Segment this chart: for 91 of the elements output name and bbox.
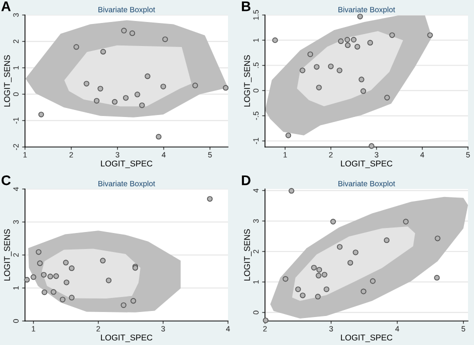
- point: [315, 294, 321, 300]
- point: [222, 85, 229, 91]
- point: [316, 84, 322, 90]
- point: [357, 14, 363, 20]
- x-axis-title: LOGIT_SPEC: [101, 334, 152, 342]
- y-axis-title: LOGIT_SENS: [244, 229, 252, 280]
- point: [354, 44, 360, 50]
- point: [330, 218, 336, 224]
- point: [328, 64, 334, 70]
- x-axis-title: LOGIT_SPEC: [101, 160, 152, 168]
- point: [367, 40, 373, 46]
- point: [370, 278, 376, 284]
- text: A: [1, 2, 11, 12]
- point: [344, 42, 351, 48]
- y-axis-title: LOGIT_SENS: [244, 55, 252, 106]
- point: [336, 68, 342, 74]
- x-axis-title: LOGIT_SPEC: [341, 160, 392, 168]
- point: [60, 296, 66, 302]
- point: [300, 68, 306, 74]
- point: [112, 99, 118, 105]
- point: [336, 244, 343, 250]
- point: [384, 94, 390, 100]
- point: [311, 264, 317, 270]
- point: [434, 236, 440, 242]
- point: [121, 28, 127, 34]
- point: [42, 289, 48, 296]
- y-axis-title: LOGIT_SENS: [4, 229, 12, 280]
- point: [156, 134, 162, 140]
- point: [47, 274, 54, 280]
- point: [316, 272, 322, 278]
- point: [360, 88, 366, 94]
- point: [300, 292, 306, 298]
- point: [350, 36, 357, 43]
- point: [120, 302, 126, 308]
- point: [389, 32, 395, 38]
- point: [314, 64, 320, 70]
- point: [160, 84, 166, 90]
- point: [64, 280, 70, 286]
- point: [427, 32, 433, 38]
- point: [130, 298, 136, 304]
- point: [338, 38, 344, 44]
- point: [347, 260, 354, 266]
- point: [324, 286, 330, 292]
- text: B: [242, 2, 250, 12]
- point: [434, 274, 440, 281]
- point: [307, 51, 314, 58]
- point: [139, 102, 145, 108]
- point: [68, 294, 75, 300]
- point: [30, 274, 36, 280]
- point: [295, 286, 301, 292]
- point: [384, 237, 390, 244]
- point: [344, 36, 350, 43]
- point: [100, 258, 106, 264]
- point: [352, 250, 358, 256]
- point: [285, 132, 292, 138]
- y-axis-title: LOGIT_SENS: [4, 55, 12, 106]
- point: [74, 44, 80, 50]
- point: [63, 260, 69, 266]
- point: [272, 37, 278, 44]
- point: [37, 260, 43, 266]
- point: [207, 196, 213, 202]
- point: [94, 98, 100, 104]
- point: [403, 218, 409, 224]
- point: [358, 76, 364, 82]
- point: [122, 95, 129, 101]
- point: [24, 276, 30, 283]
- point: [192, 82, 198, 88]
- point: [316, 266, 322, 273]
- point: [50, 289, 56, 295]
- point: [282, 276, 288, 282]
- point: [162, 36, 168, 42]
- point: [40, 272, 47, 278]
- point: [262, 318, 268, 324]
- point: [134, 92, 140, 98]
- text: C: [2, 175, 11, 186]
- point: [288, 188, 294, 194]
- point: [68, 265, 75, 272]
- x-axis-title: LOGIT_SPEC: [341, 334, 392, 342]
- point: [129, 30, 136, 36]
- text: D: [242, 176, 250, 186]
- point: [38, 112, 44, 118]
- point: [322, 272, 328, 278]
- point: [36, 249, 42, 255]
- point: [84, 80, 90, 86]
- point: [53, 273, 59, 279]
- point: [100, 48, 106, 55]
- point: [144, 73, 150, 80]
- point: [98, 86, 104, 92]
- point: [360, 288, 366, 294]
- point: [368, 143, 374, 149]
- point: [106, 278, 112, 284]
